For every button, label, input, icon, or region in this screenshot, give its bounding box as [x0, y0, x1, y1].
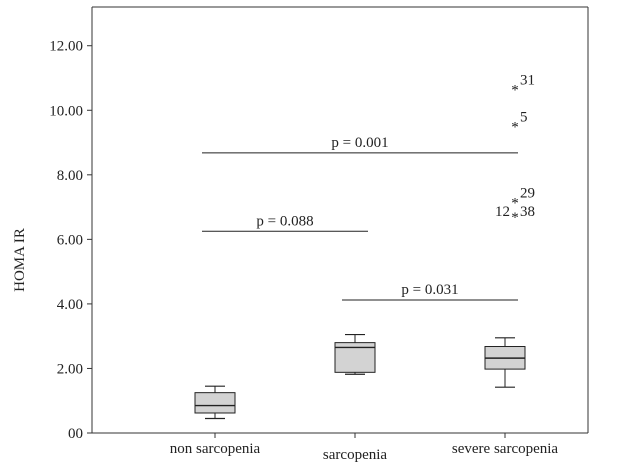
- box-group: [194, 385, 236, 420]
- y-axis-title: HOMA IR: [12, 228, 28, 292]
- box-iqr: [194, 392, 236, 414]
- x-tick-label: severe sarcopenia: [452, 441, 559, 457]
- outlier-label: 5: [520, 109, 528, 125]
- y-tick-label: 10.00: [49, 103, 83, 119]
- outlier-point: *: [511, 210, 519, 226]
- outlier-label: 12: [495, 204, 510, 220]
- boxes: [194, 333, 526, 420]
- y-tick-label: 6.00: [57, 232, 83, 248]
- outlier-point: *: [511, 82, 519, 98]
- outlier-point: *: [511, 119, 519, 135]
- outlier-label: 29: [520, 185, 535, 201]
- outliers: *31*5*29*12 38: [495, 72, 535, 225]
- y-tick-label: 00: [68, 426, 83, 442]
- x-axis: non sarcopenia sarcopenia severe sarcopeni…: [170, 433, 559, 463]
- x-tick-label: non sarcopenia: [170, 441, 261, 457]
- y-axis: 00 2.00 4.00 6.00 8.00 10.00 12.00: [49, 39, 92, 442]
- outlier-point: *: [511, 195, 519, 211]
- p-value-label: p = 0.031: [401, 282, 458, 298]
- box-group: [334, 333, 376, 375]
- outlier-label: 31: [520, 72, 535, 88]
- p-value-label: p = 0.088: [256, 213, 313, 229]
- p-value-label: p = 0.001: [331, 135, 388, 151]
- comparison-lines: p = 0.001 p = 0.088 p = 0.031: [202, 135, 518, 301]
- y-tick-label: 4.00: [57, 297, 83, 313]
- outlier-label: 38: [520, 204, 535, 220]
- x-tick-label: sarcopenia: [323, 447, 387, 463]
- y-tick-label: 12.00: [49, 39, 83, 55]
- box-group: [484, 337, 526, 388]
- y-tick-label: 8.00: [57, 168, 83, 184]
- y-tick-label: 2.00: [57, 361, 83, 377]
